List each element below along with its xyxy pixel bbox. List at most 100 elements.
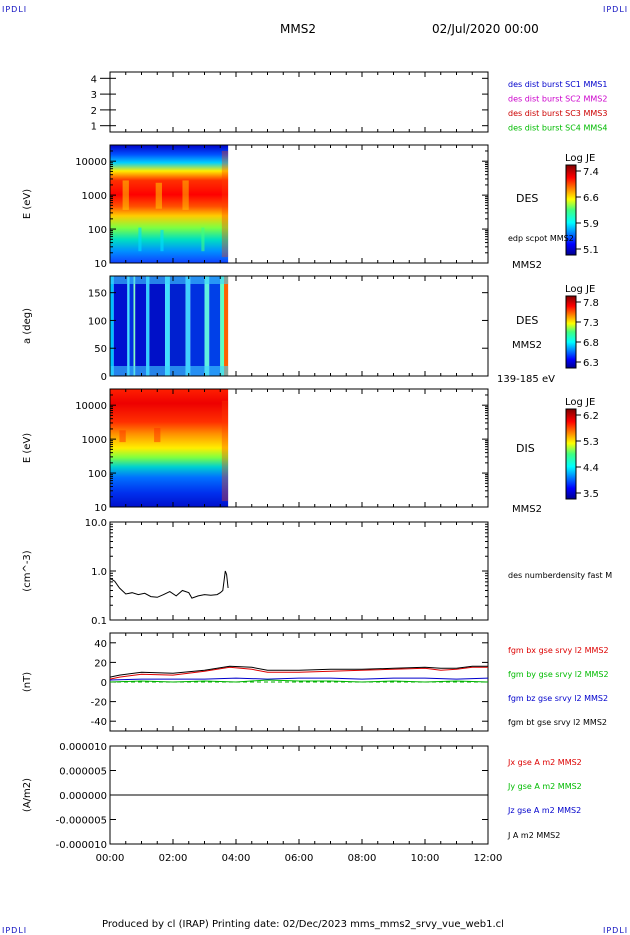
- corner-label-top-right: IPDLI: [603, 5, 629, 14]
- legend-entry: fgm bx gse srvy l2 MMS2: [508, 646, 609, 655]
- overlay-label: edp scpot MMS2: [508, 234, 574, 243]
- y-tick-label: 1: [91, 122, 97, 133]
- y-axis-label: E (eV): [22, 189, 33, 219]
- y-tick-label: 10.0: [85, 518, 107, 529]
- legend-entry: fgm bt gse srvy l2 MMS2: [508, 718, 607, 727]
- x-tick-label: 02:00: [158, 853, 188, 864]
- y-tick-label: 100: [88, 469, 107, 480]
- spectrogram-stripe: [155, 182, 162, 209]
- instrument-label: DIS: [516, 442, 535, 455]
- y-tick-label: 0.000005: [59, 767, 107, 778]
- pitch-angle-fill: [110, 276, 229, 376]
- spectrogram-stripe: [182, 180, 189, 210]
- legend-entry: J A m2 MMS2: [507, 831, 560, 840]
- y-tick-label: 50: [94, 344, 107, 355]
- y-axis-label: (cm^-3): [22, 550, 33, 591]
- pitch-angle-band: [165, 276, 170, 376]
- y-tick-label: 10: [94, 259, 107, 270]
- legend-entry: des dist burst SC1 MMS1: [508, 80, 607, 89]
- pitch-angle-band: [204, 276, 210, 376]
- y-tick-label: 1000: [82, 191, 107, 202]
- colorbar-tick-label: 7.8: [583, 298, 599, 309]
- y-tick-label: 150: [88, 289, 107, 300]
- y-tick-label: 1000: [82, 435, 107, 446]
- instrument-label: DES: [516, 192, 538, 205]
- series-line: [109, 677, 489, 681]
- pitch-angle-band: [209, 276, 221, 376]
- spectrogram-stripe: [138, 227, 142, 252]
- page-title-spacecraft: MMS2: [280, 22, 316, 36]
- spectrogram-stripe: [221, 150, 229, 258]
- pitch-angle-band: [133, 276, 136, 376]
- pitch-angle-band: [135, 276, 147, 376]
- legend-entry: des dist burst SC4 MMS4: [508, 124, 607, 133]
- spectrogram-fill: [110, 145, 229, 263]
- burst-panel-frame: [109, 71, 489, 133]
- colorbar-tick-label: 3.5: [583, 489, 599, 500]
- pitch-angle-band: [110, 276, 114, 376]
- colorbar-title: Log JE: [565, 153, 595, 164]
- pitch-angle-band: [190, 276, 205, 376]
- x-tick-label: 00:00: [95, 853, 125, 864]
- spectrogram-stripe: [201, 227, 205, 252]
- page-title-datetime: 02/Jul/2020 00:00: [432, 22, 539, 36]
- pitch-angle-edge: [110, 276, 229, 284]
- colorbar-tick-label: 5.3: [583, 437, 599, 448]
- y-tick-label: 4: [91, 74, 97, 85]
- x-tick-label: 10:00: [410, 853, 440, 864]
- y-tick-label: 100: [88, 225, 107, 236]
- series-line: [109, 666, 488, 680]
- y-tick-label: 0: [101, 678, 107, 689]
- legend-entry: fgm bz gse srvy l2 MMS2: [508, 694, 608, 703]
- corner-label-bottom-left: IPDLI: [2, 926, 28, 935]
- pitch-angle-band: [129, 276, 134, 376]
- y-tick-label: 100: [88, 316, 107, 327]
- series-line: [109, 570, 229, 599]
- y-tick-label: -0.000010: [56, 840, 107, 851]
- y-tick-label: 0: [101, 372, 107, 383]
- y-tick-label: -20: [91, 698, 107, 709]
- legend-entry: des numberdensity fast M: [508, 571, 612, 580]
- pitch-angle-band: [127, 276, 130, 376]
- colorbar-title: Log JE: [565, 284, 595, 295]
- colorbar-tick-label: 6.6: [583, 193, 599, 204]
- spectrogram-stripe: [221, 400, 229, 502]
- y-tick-label: 10000: [75, 401, 107, 412]
- colorbar: [565, 408, 577, 500]
- spacecraft-label: MMS2: [512, 260, 542, 271]
- instrument-label: DES: [516, 314, 538, 327]
- pitch-angle-band: [149, 276, 166, 376]
- y-tick-label: -0.000005: [56, 816, 107, 827]
- y-axis-label: a (deg): [22, 308, 33, 344]
- y-tick-label: 0.000010: [59, 742, 107, 753]
- x-tick-label: 04:00: [221, 853, 251, 864]
- colorbar-tick-label: 5.1: [583, 245, 599, 256]
- colorbar: [565, 295, 577, 369]
- pitch-angle-band: [113, 276, 128, 376]
- y-axis-label: E (eV): [22, 433, 33, 463]
- legend-entry: Jy gse A m2 MMS2: [507, 782, 582, 791]
- corner-label-bottom-right: IPDLI: [603, 926, 629, 935]
- pitch-angle-band: [220, 276, 225, 376]
- pitch-angle-band: [169, 276, 186, 376]
- pitch-angle-edge: [110, 366, 229, 376]
- y-axis-label: (A/m2): [22, 778, 33, 812]
- legend-entry: Jz gse A m2 MMS2: [507, 806, 581, 815]
- colorbar-tick-label: 6.3: [583, 358, 599, 369]
- y-tick-label: 10000: [75, 157, 107, 168]
- x-tick-label: 06:00: [284, 853, 314, 864]
- spacecraft-label: MMS2: [512, 340, 542, 351]
- spectrogram-fill: [110, 389, 229, 507]
- colorbar-title: Log JE: [565, 397, 595, 408]
- y-tick-label: 20: [94, 658, 107, 669]
- corner-label-top-left: IPDLI: [2, 5, 28, 14]
- legend-entry: Jx gse A m2 MMS2: [507, 758, 582, 767]
- y-tick-label: 1.0: [91, 567, 107, 578]
- spectrogram-stripe: [122, 180, 129, 210]
- colorbar-tick-label: 4.4: [583, 463, 599, 474]
- line-panel-frame: [109, 521, 489, 621]
- colorbar-tick-label: 5.9: [583, 219, 599, 230]
- legend-entry: des dist burst SC2 MMS2: [508, 95, 607, 104]
- legend-entry: des dist burst SC3 MMS3: [508, 109, 607, 118]
